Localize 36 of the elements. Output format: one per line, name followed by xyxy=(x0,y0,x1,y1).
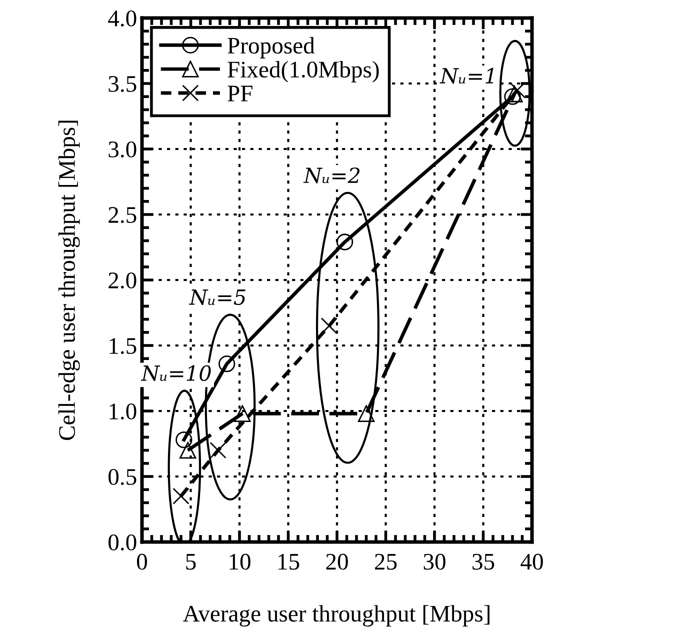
y-tick-label: 2.5 xyxy=(108,207,136,224)
x-tick-label: 5 xyxy=(186,554,196,570)
y-axis-title: Cell-edge user throughput [Mbps] xyxy=(58,120,80,440)
x-tick-label: 15 xyxy=(278,554,300,570)
y-tick-label: 1.5 xyxy=(110,338,136,354)
point xyxy=(176,431,192,448)
point xyxy=(179,442,196,459)
point xyxy=(336,234,354,250)
point xyxy=(358,405,375,422)
legend-label: PF xyxy=(228,86,252,102)
x-tick-label: 25 xyxy=(374,554,397,570)
point xyxy=(234,405,251,422)
y-tick-label: 3.0 xyxy=(108,141,136,158)
annotation: Nᵤ=2 xyxy=(303,167,360,184)
point xyxy=(172,488,190,504)
point xyxy=(218,356,236,372)
y-tick-label: 0.0 xyxy=(108,534,136,551)
x-tick-label: 10 xyxy=(230,554,250,570)
annotation: Nᵤ=10 xyxy=(140,365,211,382)
x-tick-label: 20 xyxy=(326,554,348,570)
x-tick-label: 30 xyxy=(424,554,446,570)
y-tick-label: 2.0 xyxy=(108,272,136,289)
point xyxy=(320,318,338,334)
legend-label: Fixed(1.0Mbps) xyxy=(228,60,379,82)
y-tick-label: 3.5 xyxy=(108,76,136,92)
annotation: Nᵤ=5 xyxy=(189,290,246,306)
x-tick-label: 0 xyxy=(136,554,148,570)
annotation: Nᵤ=1 xyxy=(440,68,494,84)
y-tick-label: 4.0 xyxy=(108,10,136,27)
y-tick-label: 1.0 xyxy=(110,403,136,420)
x-tick-label: 35 xyxy=(472,554,494,570)
x-axis-title: Average user throughput [Mbps] xyxy=(183,605,490,627)
y-tick-label: 0.5 xyxy=(108,468,136,486)
point xyxy=(210,442,226,459)
x-tick-label: 40 xyxy=(520,554,543,570)
legend-label: Proposed xyxy=(228,37,315,58)
